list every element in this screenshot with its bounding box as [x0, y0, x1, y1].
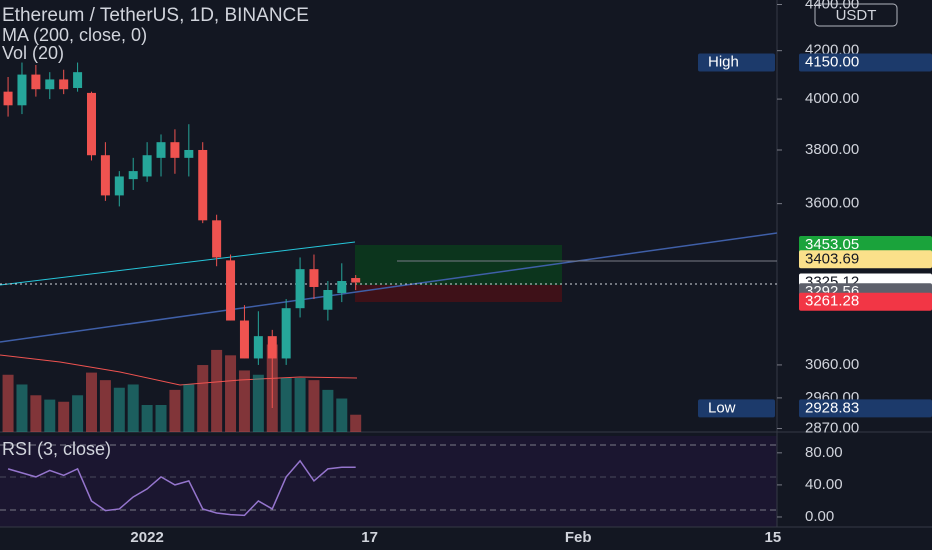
- candle-body: [337, 281, 347, 294]
- volume-bar: [225, 355, 237, 432]
- rsi-band: [0, 436, 777, 527]
- candle-body: [351, 278, 361, 283]
- candle-body: [128, 171, 138, 180]
- volume-bar: [336, 398, 348, 432]
- candle-body: [267, 336, 277, 359]
- price-label-name: High: [708, 54, 739, 71]
- x-tick-label: 2022: [130, 529, 163, 546]
- price-label-name-box: [698, 399, 775, 418]
- long-target: [355, 245, 562, 285]
- candle-body: [59, 79, 69, 90]
- candle-body: [86, 92, 96, 156]
- indicator-label: Vol (20): [2, 43, 64, 63]
- price-label: [799, 250, 932, 269]
- candle-body: [253, 336, 263, 359]
- volume-bar: [72, 395, 84, 432]
- candle-body: [114, 176, 124, 196]
- price-label-text: 2928.83: [805, 399, 859, 416]
- candle-body: [156, 142, 166, 158]
- long-stop: [355, 285, 562, 302]
- volume-bar: [99, 380, 111, 432]
- y-tick-label: 80.00: [805, 444, 843, 461]
- candle-body: [31, 74, 41, 90]
- volume-bar: [85, 372, 97, 432]
- volume-bar: [183, 384, 195, 432]
- volume-bar: [169, 389, 181, 432]
- candle-body: [17, 74, 27, 106]
- candle-body: [142, 155, 152, 177]
- volume-bar: [197, 365, 209, 432]
- price-label-text: 4150.00: [805, 54, 859, 71]
- y-tick-label: 0.00: [805, 508, 834, 525]
- volume-bar: [141, 405, 153, 432]
- candle-body: [212, 220, 222, 258]
- volume-bar: [30, 395, 42, 432]
- y-tick-label: 3800.00: [805, 141, 859, 158]
- volume-bar: [280, 378, 292, 432]
- candle-body: [170, 142, 180, 158]
- candle-body: [100, 155, 110, 196]
- chart-title: Ethereum / TetherUS, 1D, BINANCE: [2, 5, 309, 26]
- y-tick-label: 4400.00: [805, 0, 859, 12]
- trend-line: [0, 241, 356, 286]
- candle-body: [309, 269, 319, 287]
- volume-bar: [2, 374, 14, 432]
- price-label: [799, 399, 932, 418]
- candle-body: [3, 91, 13, 106]
- volume-bar: [322, 389, 334, 432]
- volume-bar: [44, 399, 56, 432]
- currency-button[interactable]: [814, 3, 898, 27]
- price-label-name: Low: [708, 399, 736, 416]
- volume-bar: [127, 384, 139, 432]
- y-tick-label: 40.00: [805, 476, 843, 493]
- volume-bar: [350, 414, 362, 432]
- indicator-label: MA (200, close, 0): [2, 25, 147, 45]
- price-label: [799, 236, 932, 255]
- price-label: [799, 292, 932, 311]
- price-label: [799, 53, 932, 72]
- candle-body: [45, 79, 55, 90]
- y-tick-label: 3060.00: [805, 356, 859, 373]
- currency[interactable]: USDT: [836, 7, 877, 24]
- price-label-text: 3403.69: [805, 250, 859, 267]
- indicator-label: RSI (3, close): [2, 439, 111, 459]
- candle-body: [73, 72, 83, 88]
- trend-line: [0, 232, 778, 343]
- volume-bar: [113, 387, 125, 432]
- volume-bar: [155, 405, 167, 432]
- ma-line: [0, 354, 358, 386]
- candle-body: [184, 149, 194, 158]
- x-tick-label: 17: [361, 529, 378, 546]
- price-label-text: 3453.05: [805, 236, 859, 253]
- candle-body: [281, 308, 291, 359]
- y-tick-label: 3600.00: [805, 195, 859, 212]
- candle-body: [323, 289, 333, 310]
- volume-bar: [211, 349, 223, 432]
- price-label-text: 3261.28: [805, 293, 859, 310]
- volume-bar: [294, 378, 306, 432]
- price-label-name-box: [698, 53, 775, 72]
- y-tick-label: 4000.00: [805, 90, 859, 107]
- volume-bar: [308, 380, 320, 432]
- volume-bar: [238, 370, 250, 432]
- candle-body: [295, 269, 305, 309]
- rsi-line: [7, 459, 356, 517]
- volume-bar: [58, 401, 70, 432]
- x-tick-label: 15: [764, 529, 781, 546]
- candle-body: [239, 320, 249, 359]
- x-tick-label: Feb: [565, 529, 592, 546]
- y-tick-label: 2870.00: [805, 420, 859, 437]
- candle-body: [226, 260, 236, 321]
- volume-bar: [252, 374, 264, 432]
- candle-body: [198, 149, 208, 221]
- volume-bar: [16, 384, 28, 432]
